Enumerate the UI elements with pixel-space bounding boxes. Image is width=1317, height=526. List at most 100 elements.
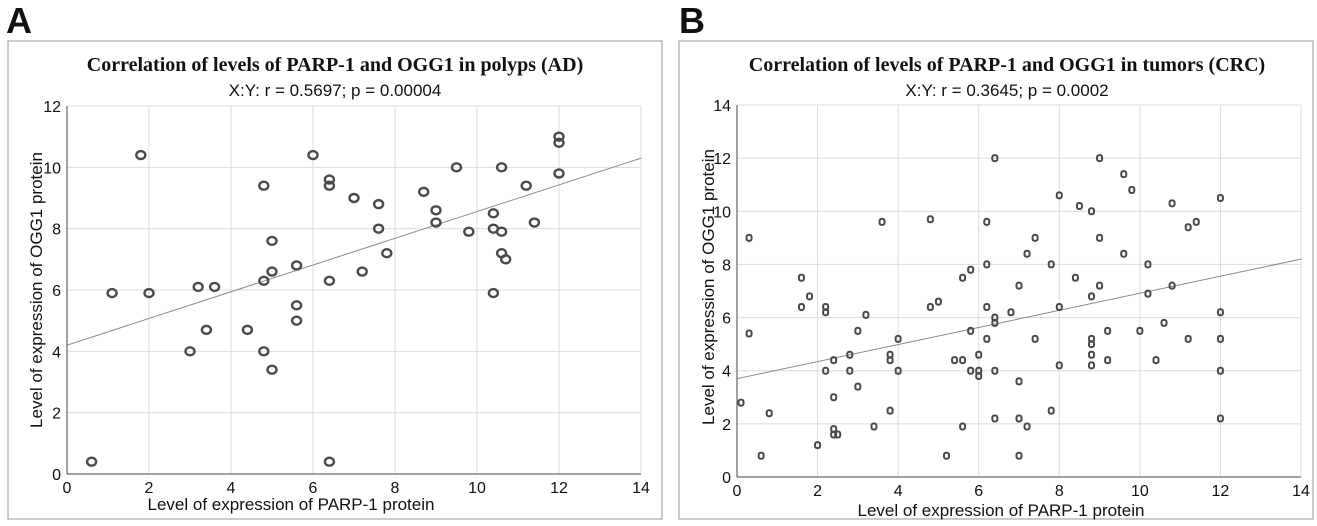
chart-b-point	[1088, 292, 1096, 301]
chart-a-point	[266, 235, 278, 247]
chart-b-x-tick-label: 6	[974, 483, 983, 500]
chart-b-point	[1023, 249, 1031, 258]
chart-b-point	[1055, 191, 1063, 200]
chart-a-point	[106, 287, 118, 299]
chart-a-xlabel: Level of expression of PARP-1 protein	[148, 495, 435, 514]
chart-a-point	[500, 254, 512, 265]
chart-b-point	[1075, 201, 1083, 210]
chart-b-point	[846, 350, 854, 359]
chart-a-x-tick-label: 14	[632, 480, 650, 497]
chart-a-point	[463, 226, 475, 237]
chart-b-point	[830, 356, 838, 365]
chart-a-point	[85, 456, 98, 467]
chart-b-point	[1071, 273, 1079, 282]
chart-b-point	[1015, 377, 1023, 386]
chart-b-point	[934, 297, 942, 306]
chart-a-point	[184, 346, 196, 357]
chart-b-point	[967, 366, 975, 375]
chart-b-point	[886, 356, 894, 365]
panel-a-letter: A	[6, 0, 32, 41]
chart-b-point	[1136, 326, 1144, 335]
chart-a-x-tick-label: 4	[227, 480, 236, 497]
chart-b-point	[797, 273, 805, 282]
panel-a: A Correlation of levels of PARP-1 and OG…	[6, 0, 663, 520]
chart-b-y-tick-label: 12	[713, 151, 731, 168]
chart-b-point	[959, 422, 967, 431]
chart-a-x-tick-label: 0	[63, 480, 72, 497]
panel-b-frame	[678, 40, 1314, 520]
chart-b-point	[1152, 356, 1160, 365]
chart-a-point	[356, 266, 368, 277]
chart-b-point	[975, 372, 983, 381]
chart-b-y-tick-label: 8	[722, 257, 731, 274]
chart-a-point	[528, 217, 541, 228]
chart-b-ylabel: Level of expression of OGG1 protein	[699, 149, 718, 425]
chart-b-point	[942, 451, 950, 460]
chart-b-point	[1104, 356, 1112, 365]
chart-b-x-tick-label: 8	[1055, 483, 1064, 500]
chart-b-point	[1031, 233, 1039, 242]
chart-b-point	[1096, 233, 1104, 242]
chart-b-point	[814, 441, 822, 450]
chart-a-plot: 0 2 4 6 8 10 12 14 0 2 4 6 8 10 12	[43, 99, 650, 497]
chart-a-point	[290, 260, 303, 271]
chart-b-point	[975, 350, 983, 359]
chart-b-point	[983, 334, 991, 343]
chart-b-point	[737, 398, 745, 407]
chart-b-point	[1096, 154, 1104, 163]
chart-a-point	[135, 149, 147, 161]
chart-b-point	[1088, 350, 1096, 359]
chart-b-point	[1216, 194, 1224, 202]
chart-b-point	[1055, 361, 1063, 370]
chart-b-point	[765, 409, 773, 418]
chart-b-point	[1120, 249, 1128, 258]
chart-b-point	[1216, 414, 1224, 423]
chart-a-point	[323, 174, 336, 185]
chart-b-point	[1088, 361, 1096, 370]
chart-a-point	[372, 198, 385, 210]
chart-b-x-tick-label: 14	[1292, 483, 1310, 500]
chart-b-point	[983, 302, 991, 311]
chart-b-point	[1216, 366, 1224, 375]
chart-b-point	[1216, 334, 1224, 343]
chart-b-point	[854, 382, 862, 391]
chart-b-point	[745, 329, 753, 338]
chart-b-point	[862, 310, 870, 319]
chart-a-x-tick-label: 6	[309, 480, 318, 497]
chart-a-point	[418, 186, 430, 198]
chart-b-point	[1096, 281, 1104, 290]
chart-b-point	[822, 308, 830, 317]
chart-a-y-tick-label: 4	[52, 344, 61, 361]
panel-b: B Correlation of levels of PARP-1 and OG…	[678, 0, 1314, 520]
chart-a-regression-line	[66, 157, 642, 346]
chart-a-point	[208, 281, 221, 293]
chart-a-point	[323, 180, 336, 191]
chart-b-point	[1015, 414, 1023, 423]
chart-b-point	[822, 366, 830, 375]
chart-b-point	[1007, 308, 1015, 317]
chart-b-point	[1168, 281, 1176, 290]
chart-a-point	[192, 281, 204, 293]
chart-b-point	[1015, 281, 1023, 290]
chart-a-point	[430, 217, 442, 228]
chart-a-point	[323, 456, 336, 467]
chart-b-point	[806, 292, 814, 301]
chart-a-x-tick-label: 2	[145, 480, 154, 497]
chart-a-point	[495, 162, 508, 173]
chart-a-point	[241, 324, 254, 336]
chart-b-point	[878, 217, 886, 226]
chart-a-point	[290, 300, 303, 311]
chart-b-point	[991, 318, 999, 327]
chart-b-point	[1160, 318, 1168, 327]
chart-a-y-tick-label: 10	[43, 160, 61, 177]
chart-b-x-tick-label: 0	[733, 483, 742, 500]
chart-b-point	[951, 356, 959, 365]
chart-b-point	[854, 326, 862, 335]
chart-b-x-tick-label: 2	[813, 483, 822, 500]
chart-b-point	[846, 366, 854, 375]
chart-b-point	[894, 334, 902, 343]
chart-a-x-tick-label: 12	[550, 480, 568, 497]
chart-b-point	[1144, 260, 1152, 269]
chart-b-point	[983, 260, 991, 269]
